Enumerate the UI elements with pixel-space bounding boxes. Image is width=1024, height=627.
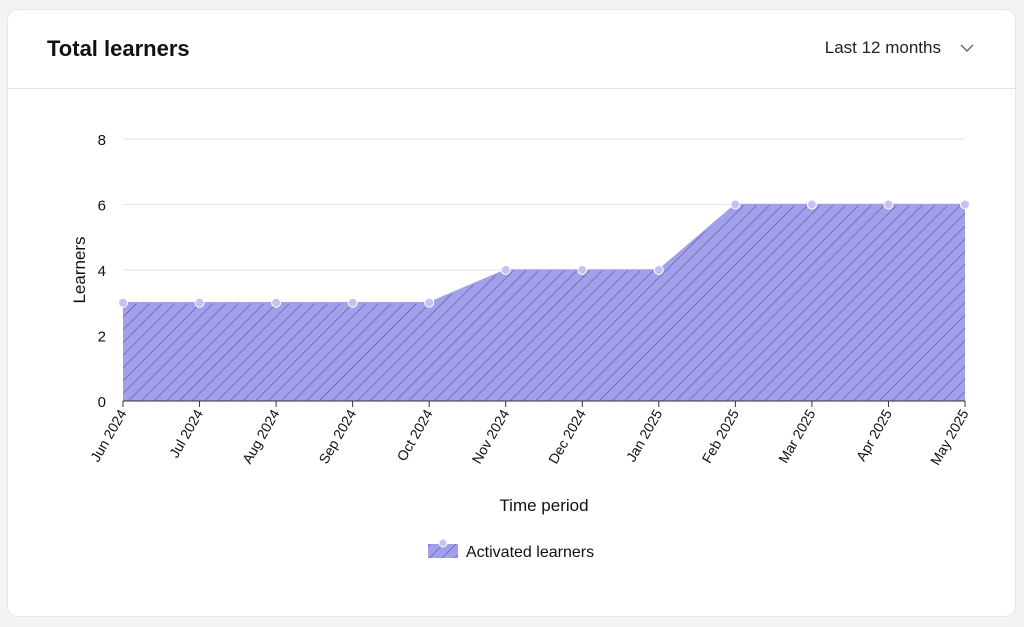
- x-tick-label: Jul 2024: [166, 406, 206, 460]
- x-tick-label: Nov 2024: [469, 406, 513, 466]
- x-tick-label: Feb 2025: [699, 406, 743, 465]
- x-tick-label: Jan 2025: [623, 406, 666, 464]
- time-range-dropdown[interactable]: Last 12 months: [825, 38, 975, 58]
- x-tick-label: Sep 2024: [315, 406, 359, 466]
- data-point: [806, 199, 817, 210]
- y-tick-label: 2: [98, 329, 106, 346]
- y-tick-label: 6: [98, 198, 106, 215]
- card-header: Total learners Last 12 months: [8, 10, 1015, 89]
- x-axis-title: Time period: [499, 496, 588, 515]
- chevron-down-icon: [959, 40, 975, 56]
- x-tick-label: Jun 2024: [87, 406, 130, 464]
- legend-marker: [438, 538, 448, 548]
- data-point: [500, 265, 511, 275]
- data-point: [960, 199, 970, 210]
- x-tick-label: Dec 2024: [545, 406, 589, 466]
- x-tick-label: Oct 2024: [394, 406, 436, 463]
- time-range-value: Last 12 months: [824, 38, 941, 57]
- data-point: [424, 297, 435, 308]
- data-point: [271, 297, 282, 308]
- y-tick-label: 8: [98, 132, 106, 149]
- data-point: [347, 297, 358, 308]
- x-tick-label: May 2025: [927, 406, 972, 467]
- y-axis-title: Learners: [70, 236, 89, 303]
- series-area: [123, 204, 965, 401]
- legend-swatch: [428, 544, 458, 558]
- data-point: [653, 265, 664, 275]
- x-tick-label: Mar 2025: [775, 406, 819, 465]
- y-tick-label: 0: [98, 394, 106, 411]
- data-point: [577, 265, 588, 275]
- data-point: [118, 297, 128, 308]
- card-title: Total learners: [47, 36, 190, 61]
- legend-label: Activated learners: [466, 544, 594, 561]
- y-tick-label: 4: [98, 263, 106, 280]
- series-line: [123, 203, 965, 304]
- data-point: [194, 297, 205, 308]
- learners-area-chart: 0 2 4 6 8 Jun 2024 Jul 2024 Aug 2024 Sep 2024 Oct…: [70, 132, 972, 561]
- data-point: [730, 199, 741, 210]
- data-point: [883, 199, 894, 210]
- total-learners-card: Total learners Last 12 months 0 2 4 6 8 Jun 2…: [8, 10, 1015, 616]
- x-tick-label: Apr 2025: [853, 406, 895, 463]
- x-tick-label: Aug 2024: [239, 406, 283, 466]
